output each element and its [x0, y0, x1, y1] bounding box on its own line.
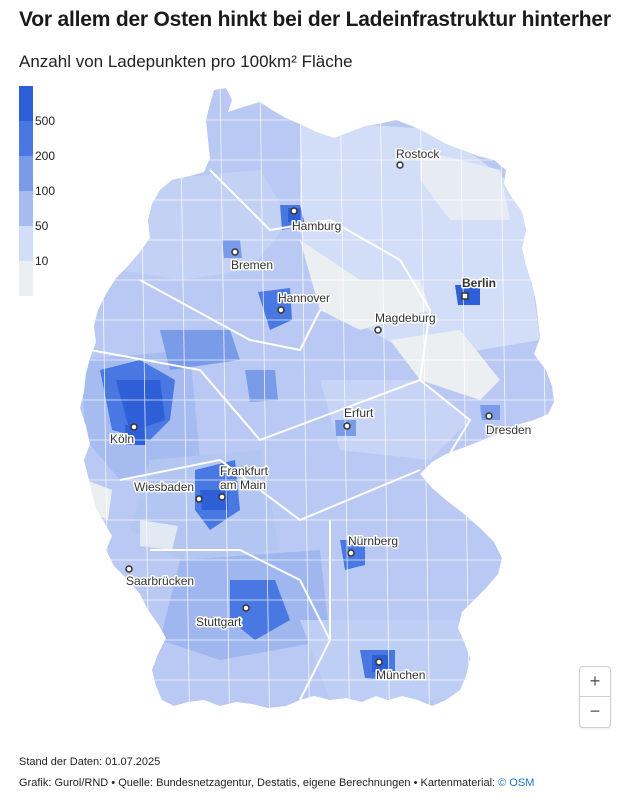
zoom-control: + − — [579, 666, 611, 728]
city-label-saarbruecken: Saarbrücken — [126, 574, 194, 588]
zoom-out-button[interactable]: − — [580, 696, 610, 726]
city-label-hamburg: Hamburg — [292, 219, 341, 233]
source-line: Grafik: Gurol/RND • Quelle: Bundesnetzag… — [19, 777, 534, 789]
legend-label-10: 10 — [35, 254, 49, 268]
legend-label-50: 50 — [35, 219, 49, 233]
legend-swatch-500 — [19, 86, 33, 121]
legend-swatch-200 — [19, 121, 33, 156]
city-label-am-main: am Main — [220, 478, 266, 492]
city-label-frankfurt: Frankfurt — [220, 464, 269, 478]
city-label-wiesbaden: Wiesbaden — [134, 480, 194, 494]
city-label-rostock: Rostock — [396, 147, 440, 161]
city-label-erfurt: Erfurt — [344, 406, 374, 420]
city-label-magdeburg: Magdeburg — [375, 311, 436, 325]
legend-label-100: 100 — [35, 184, 56, 198]
osm-link[interactable]: © OSM — [498, 777, 535, 789]
legend-swatch-50 — [19, 191, 33, 226]
city-label-muenchen: München — [376, 668, 425, 682]
city-label-bremen: Bremen — [231, 258, 273, 272]
legend-swatch-none — [19, 261, 33, 296]
chart-title: Vor allem der Osten hinkt bei der Ladein… — [19, 8, 611, 31]
city-markers: Rostock Hamburg Bremen Berlin Hannover M… — [109, 146, 533, 684]
zoom-in-button[interactable]: + — [589, 671, 601, 691]
city-label-berlin: Berlin — [462, 276, 496, 290]
city-label-nuernberg: Nürnberg — [348, 534, 398, 548]
legend-swatch-10 — [19, 226, 33, 261]
city-label-koeln: Köln — [110, 432, 134, 446]
chart-subtitle: Anzahl von Ladepunkten pro 100km² Fläche — [19, 52, 353, 71]
city-label-stuttgart: Stuttgart — [196, 615, 242, 629]
city-label-dresden: Dresden — [486, 423, 531, 437]
legend-swatch-100 — [19, 156, 33, 191]
legend-label-200: 200 — [35, 149, 56, 163]
source-text: Grafik: Gurol/RND • Quelle: Bundesnetzag… — [19, 777, 496, 789]
germany-choropleth-map[interactable]: Rostock Hamburg Bremen Berlin Hannover M… — [0, 80, 638, 750]
city-label-hannover: Hannover — [278, 291, 330, 305]
legend-label-500: 500 — [35, 114, 56, 128]
data-date: Stand der Daten: 01.07.2025 — [19, 756, 161, 768]
color-legend: 500 200 100 50 10 — [19, 86, 89, 296]
